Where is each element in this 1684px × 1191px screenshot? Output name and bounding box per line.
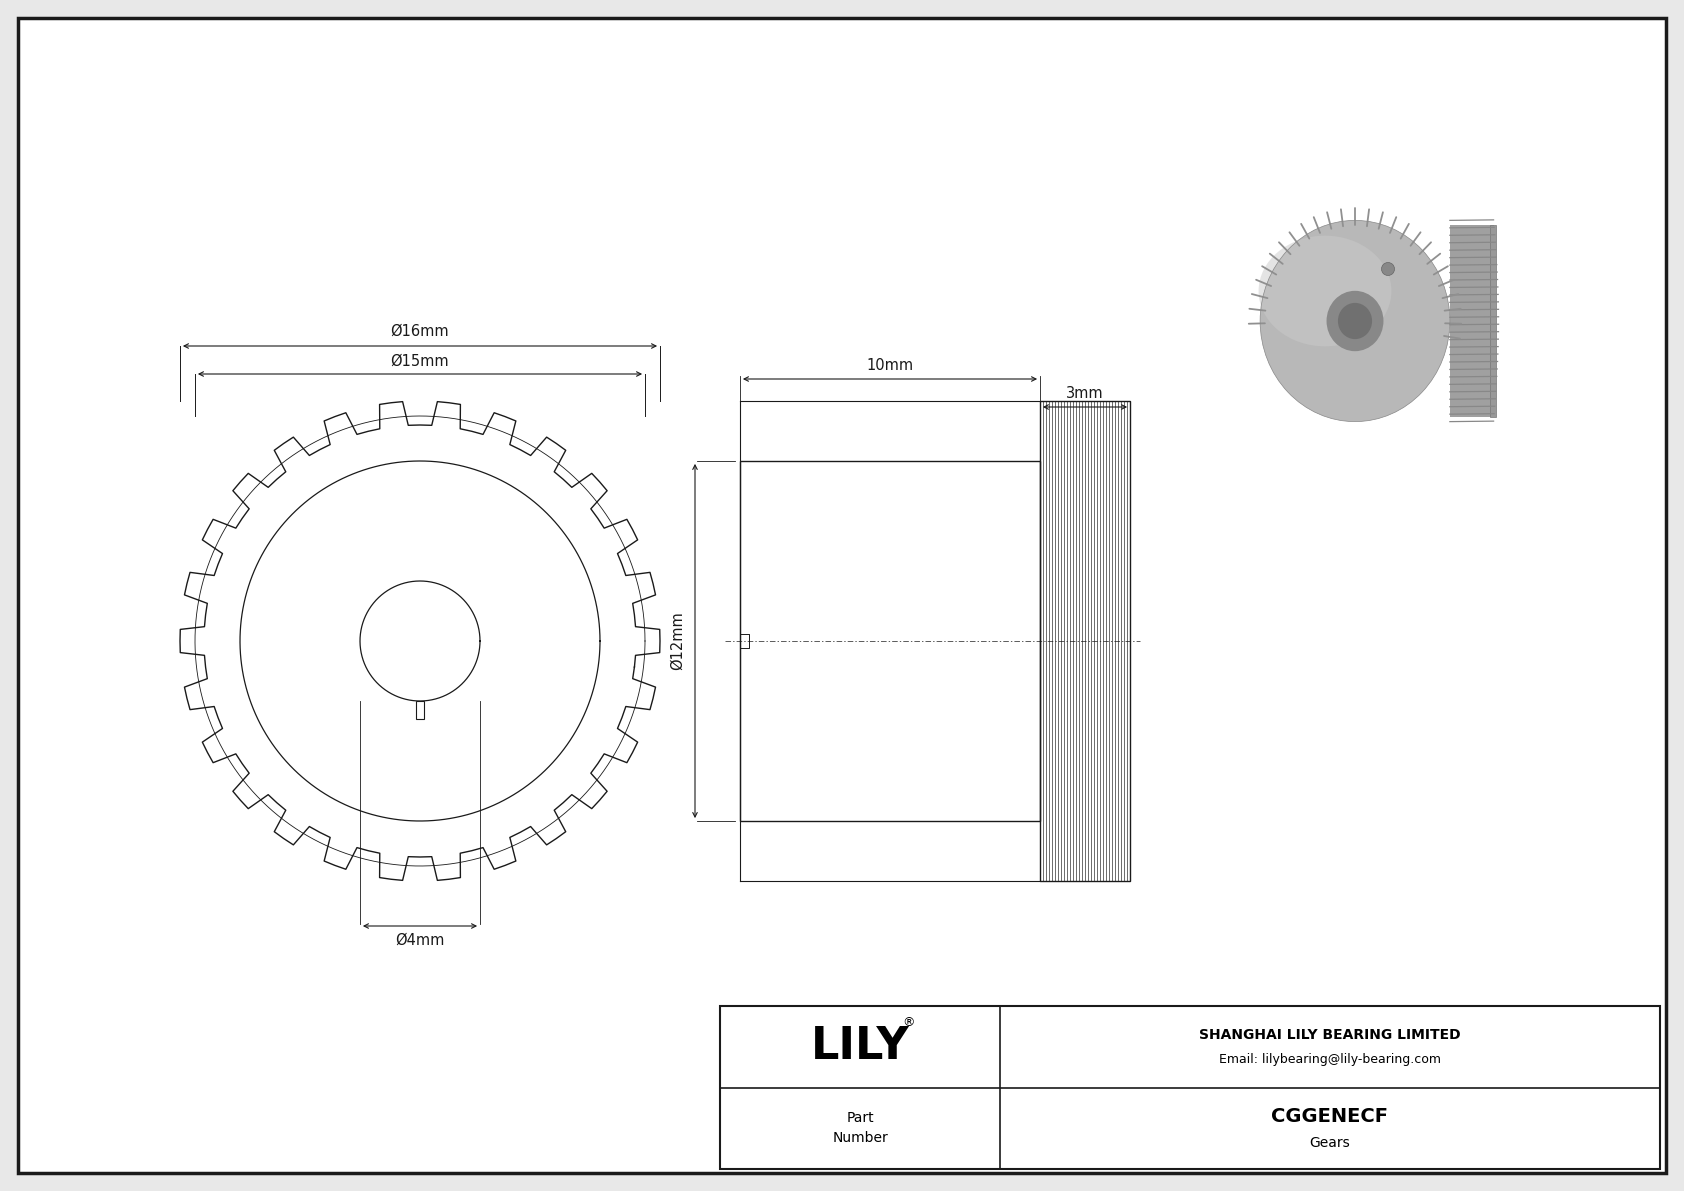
Ellipse shape	[1260, 220, 1450, 422]
Text: Ø15mm: Ø15mm	[391, 354, 450, 369]
Text: SHANGHAI LILY BEARING LIMITED: SHANGHAI LILY BEARING LIMITED	[1199, 1028, 1460, 1042]
Polygon shape	[1450, 225, 1494, 417]
Text: Part
Number: Part Number	[832, 1111, 887, 1145]
Text: Ø4mm: Ø4mm	[396, 933, 445, 948]
Ellipse shape	[1337, 303, 1372, 339]
Ellipse shape	[1327, 291, 1384, 351]
Bar	[721, 1006, 1660, 1170]
Bar	[416, 701, 424, 719]
Text: 10mm: 10mm	[867, 358, 913, 373]
Text: CGGENECF: CGGENECF	[1271, 1106, 1389, 1125]
Text: LILY: LILY	[810, 1025, 909, 1068]
Bar	[1041, 401, 1130, 881]
Text: Ø16mm: Ø16mm	[391, 324, 450, 339]
Text: Gears: Gears	[1310, 1136, 1351, 1151]
Text: ®: ®	[901, 1016, 914, 1029]
Text: 3mm: 3mm	[1066, 386, 1103, 401]
Bar	[1490, 225, 1495, 417]
Text: Email: lilybearing@lily-bearing.com: Email: lilybearing@lily-bearing.com	[1219, 1053, 1442, 1066]
Bar	[739, 461, 1041, 821]
Ellipse shape	[1381, 262, 1394, 275]
Text: Ø12mm: Ø12mm	[670, 612, 685, 671]
Ellipse shape	[1258, 236, 1391, 347]
